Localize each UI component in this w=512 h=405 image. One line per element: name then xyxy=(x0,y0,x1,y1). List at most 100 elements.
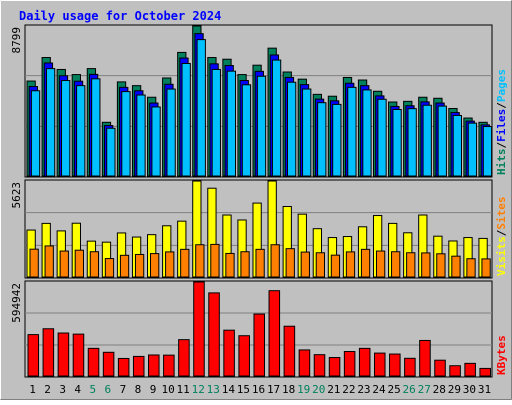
sites-bar xyxy=(150,253,160,278)
day-label: 2 xyxy=(44,383,51,396)
sites-bar xyxy=(225,252,235,278)
day-label: 14 xyxy=(222,383,236,396)
day-label: 20 xyxy=(312,383,325,396)
kbytes-bar xyxy=(87,347,100,377)
kbytes-bar xyxy=(283,325,296,377)
day-label: 22 xyxy=(342,383,355,396)
day-label: 15 xyxy=(237,383,250,396)
sites-bar xyxy=(104,258,115,278)
pages-bar xyxy=(226,70,237,177)
day-axis: 1 2 3 4 5 6 7 8 9 10 11 12 13 14 15 16 17 18 19 20 21 22 23 24 2… xyxy=(29,383,491,396)
day-label: 10 xyxy=(161,383,174,396)
panel-hits-files-pages: 8799 Hits/Files/Pages xyxy=(10,24,508,178)
day-label: 30 xyxy=(463,383,476,396)
pages-bar xyxy=(166,88,176,177)
pages-bar xyxy=(106,127,116,177)
kbytes-bar xyxy=(253,313,266,377)
day-label: 9 xyxy=(150,383,157,396)
sites-bar xyxy=(360,248,371,278)
pages-bar xyxy=(30,90,41,177)
pages-bar xyxy=(302,88,312,177)
kbytes-bar xyxy=(208,292,220,377)
pages-bar xyxy=(196,39,206,177)
day-label: 4 xyxy=(74,383,81,396)
day-label: 29 xyxy=(448,383,461,396)
day-label: 5 xyxy=(89,383,96,396)
kbytes-bar xyxy=(72,333,85,377)
kbytes-bar xyxy=(434,359,446,377)
sites-bar xyxy=(180,248,190,278)
day-label: 27 xyxy=(418,383,431,396)
pages-bar xyxy=(121,91,131,177)
y-max-label: 8799 xyxy=(10,27,23,54)
day-label: 7 xyxy=(120,383,127,396)
kbytes-bar xyxy=(313,354,326,377)
kbytes-bar xyxy=(298,349,311,377)
sites-bar xyxy=(330,254,341,278)
kbytes-bar xyxy=(193,281,205,377)
sites-bar xyxy=(134,253,145,278)
kbytes-bar xyxy=(238,335,250,377)
pages-bar xyxy=(91,78,101,177)
day-label: 8 xyxy=(135,383,142,396)
pages-bar xyxy=(452,114,462,177)
y-max-label: 5623 xyxy=(10,182,23,209)
sites-bar xyxy=(345,251,356,278)
sites-bar xyxy=(270,244,280,278)
pages-bar xyxy=(45,68,56,177)
pages-bar xyxy=(482,126,493,177)
day-label: 18 xyxy=(282,383,295,396)
day-label: 19 xyxy=(297,383,310,396)
kbytes-bar xyxy=(419,339,431,377)
kbytes-bar xyxy=(404,357,416,377)
pages-bar xyxy=(286,81,297,177)
legend-part: Visits xyxy=(495,236,508,276)
day-label: 17 xyxy=(267,383,280,396)
y-max-label: 594942 xyxy=(10,283,23,323)
kbytes-bar xyxy=(449,365,461,377)
pages-bar xyxy=(256,75,267,177)
day-label: 11 xyxy=(177,383,190,396)
series-legend: Hits/Files/Pages xyxy=(495,69,508,175)
day-label: 12 xyxy=(192,383,205,396)
kbytes-bar xyxy=(389,353,401,377)
legend-part: / xyxy=(495,229,508,236)
sites-bar xyxy=(240,251,250,278)
sites-bar xyxy=(421,252,431,278)
pages-bar xyxy=(61,80,71,177)
sites-bar xyxy=(406,252,416,278)
day-label: 25 xyxy=(387,383,400,396)
kbytes-bar xyxy=(27,334,40,377)
sites-bar xyxy=(165,251,175,278)
day-label: 13 xyxy=(207,383,220,396)
sites-bar xyxy=(119,254,130,278)
kbytes-bar xyxy=(343,351,356,377)
pages-bar xyxy=(407,108,417,177)
sites-bar xyxy=(255,248,265,278)
legend-part: Pages xyxy=(495,69,508,102)
sites-bar xyxy=(300,251,310,278)
pages-bar xyxy=(362,89,372,177)
day-label: 31 xyxy=(478,383,491,396)
pages-bar xyxy=(392,109,402,177)
day-label: 1 xyxy=(29,383,36,396)
pages-bar xyxy=(467,122,478,177)
kbytes-bar xyxy=(148,354,160,377)
sites-bar xyxy=(89,251,100,278)
pages-bar xyxy=(151,106,161,177)
series-legend: Visits/Sites xyxy=(495,197,508,277)
sites-bar xyxy=(285,248,295,278)
kbytes-bar xyxy=(42,328,55,377)
legend-part: Hits xyxy=(495,149,508,176)
day-label: 21 xyxy=(327,383,340,396)
kbytes-bar xyxy=(464,362,476,377)
pages-bar xyxy=(377,98,387,177)
kbytes-bar xyxy=(178,339,190,377)
sites-bar xyxy=(436,253,446,278)
kbytes-bar xyxy=(102,351,115,377)
day-label: 23 xyxy=(357,383,370,396)
kbytes-bar xyxy=(57,332,70,377)
pages-bar xyxy=(347,86,357,177)
kbytes-bar xyxy=(373,352,386,377)
